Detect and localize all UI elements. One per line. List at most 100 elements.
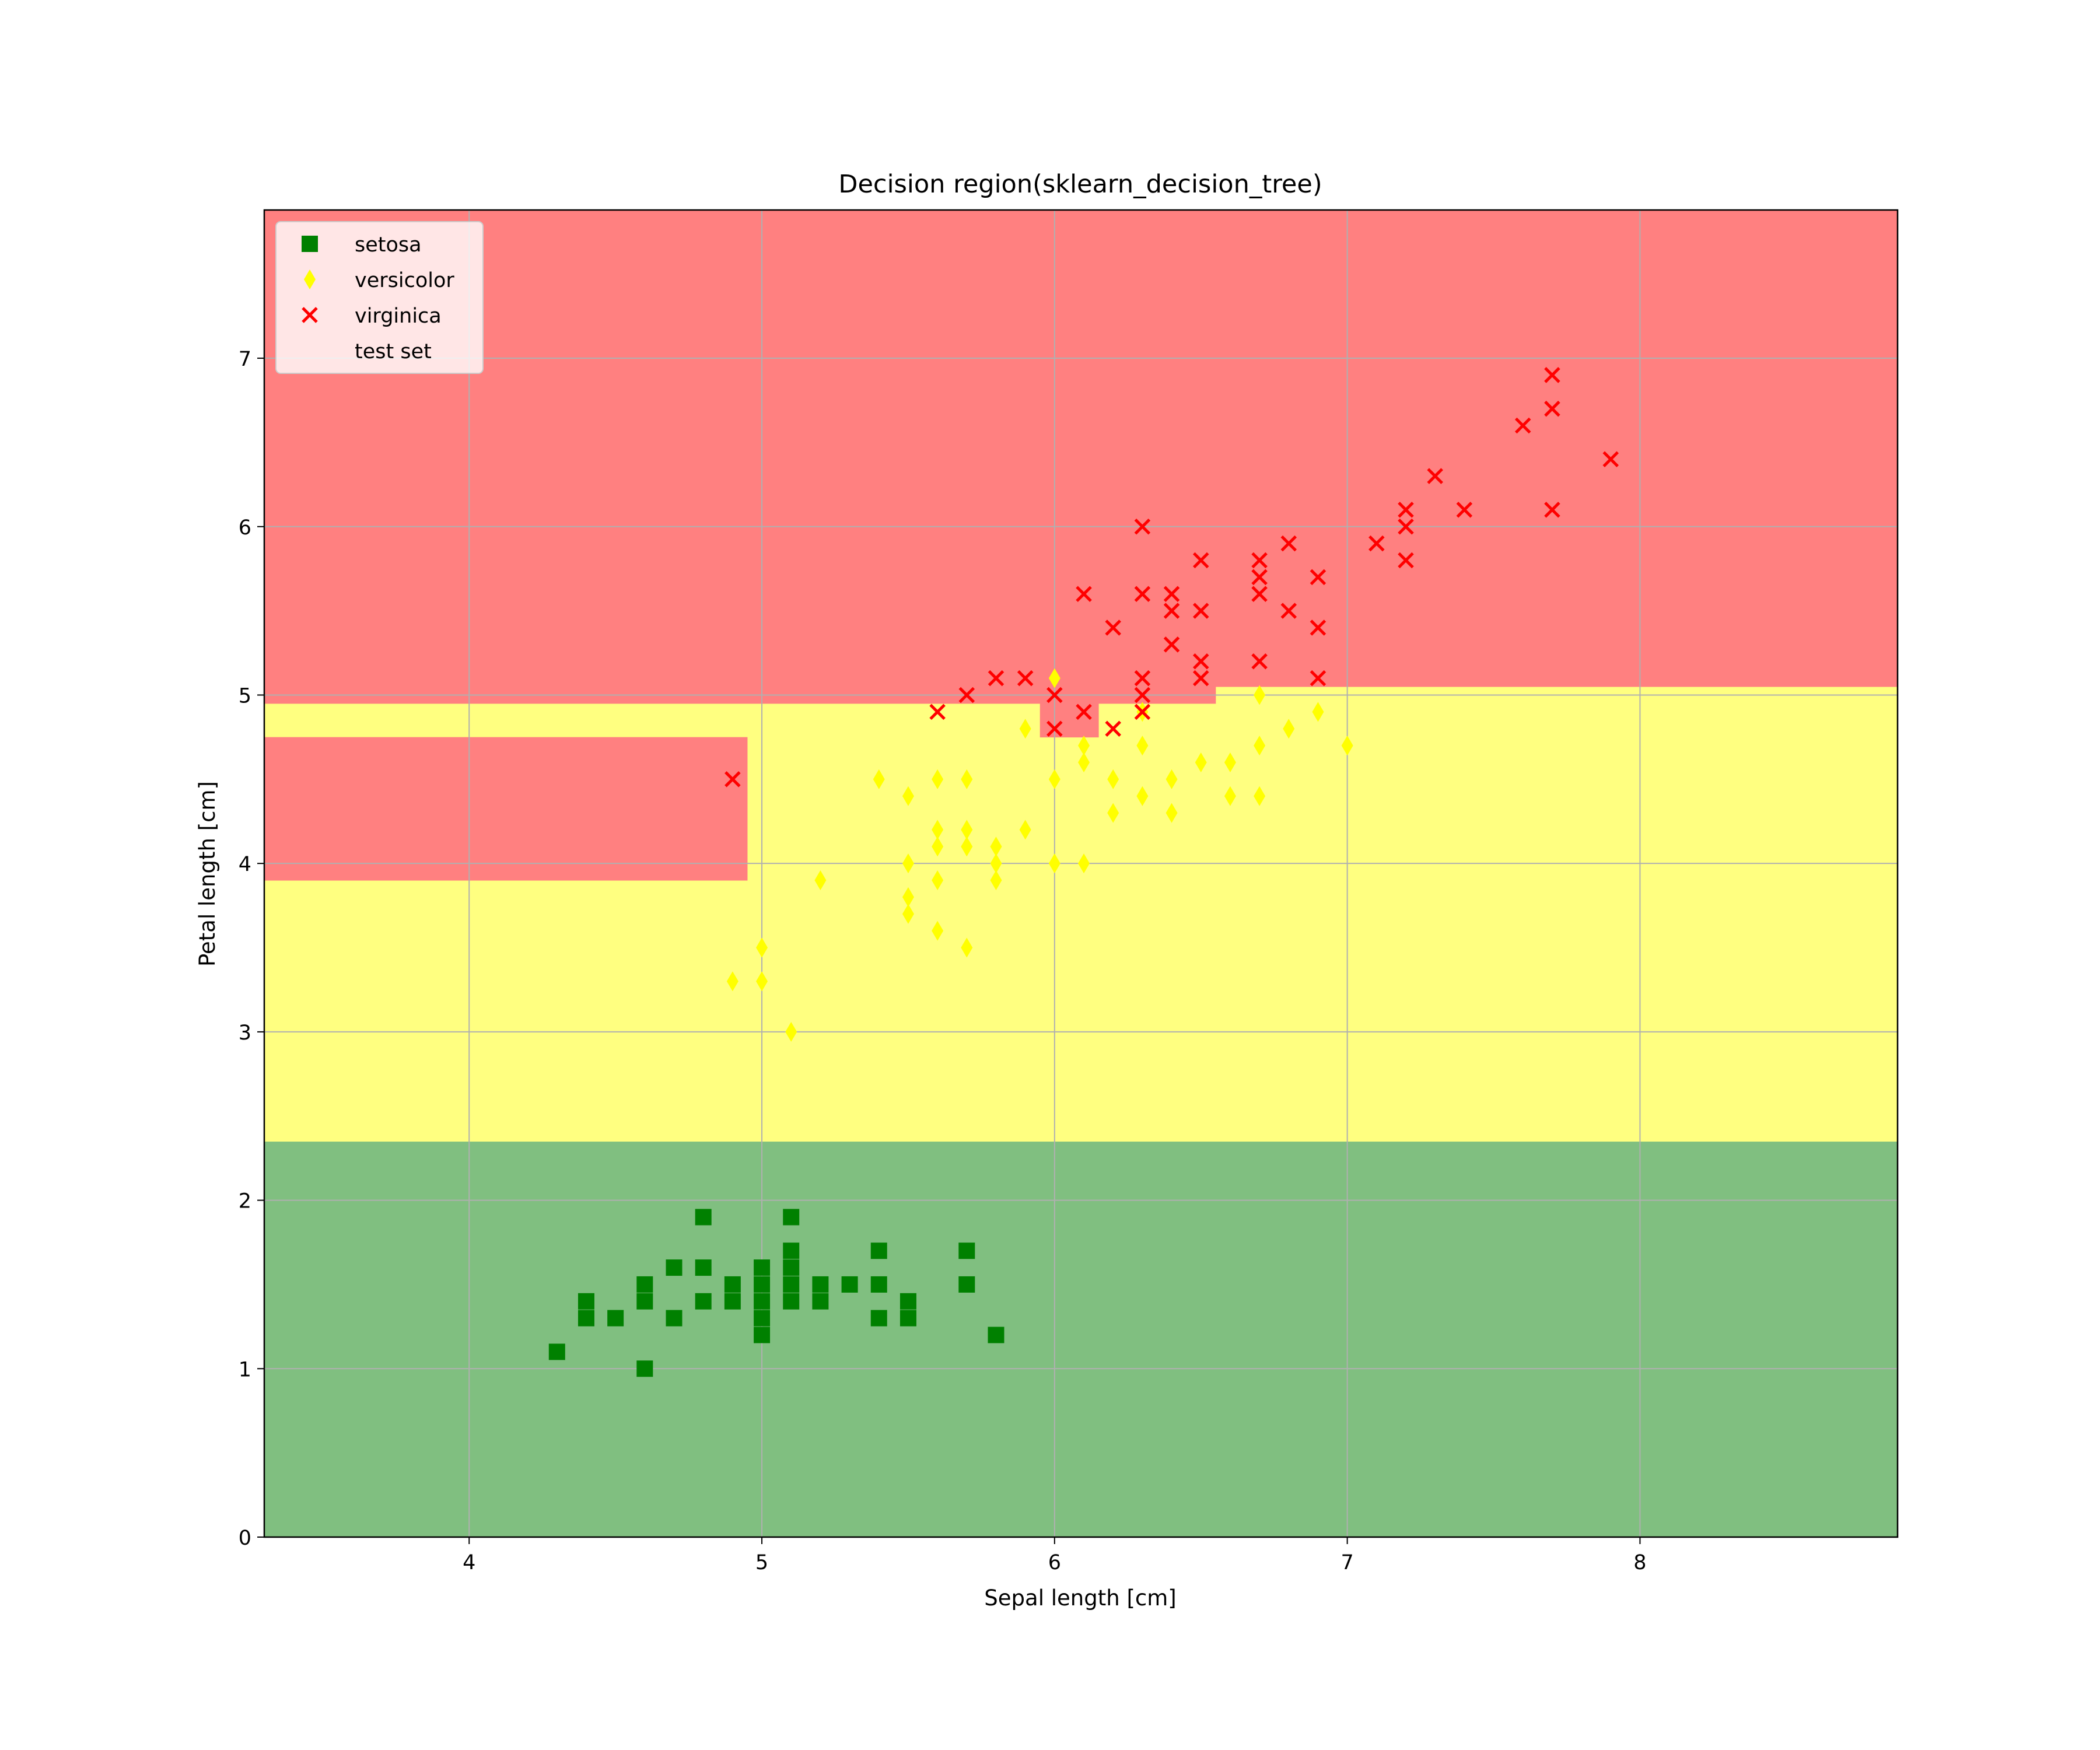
- virginica-point-33-stroke-b: [1398, 552, 1414, 569]
- x-tick-label-4: 4: [463, 1551, 475, 1574]
- virginica-point-13: [1134, 670, 1151, 687]
- virginica-point-29: [1310, 670, 1326, 687]
- setosa-point-26: [841, 1276, 858, 1293]
- virginica-point-23: [1251, 653, 1268, 670]
- virginica-point-16-stroke-b: [1163, 636, 1180, 653]
- virginica-point-35-stroke-b: [1398, 502, 1414, 518]
- virginica-point-24-stroke-b: [1251, 586, 1268, 603]
- virginica-point-26: [1251, 552, 1268, 569]
- chart-title: Decision region(sklearn_decision_tree): [838, 170, 1322, 199]
- virginica-point-22: [1192, 552, 1209, 569]
- y-axis-label: Petal length [cm]: [195, 781, 220, 967]
- versicolor-point-25: [1048, 769, 1060, 789]
- setosa-point-14: [754, 1326, 771, 1343]
- virginica-point-17: [1163, 603, 1180, 619]
- versicolor-point-45: [1341, 736, 1353, 756]
- setosa-point-32: [958, 1276, 975, 1293]
- versicolor-point-31: [1107, 769, 1119, 789]
- setosa-point-3: [607, 1310, 624, 1326]
- virginica-point-7-stroke-b: [1076, 704, 1092, 720]
- virginica-point-2: [958, 687, 975, 704]
- setosa-point-12: [724, 1293, 741, 1310]
- virginica-point-19: [1192, 670, 1209, 687]
- virginica-point-25: [1251, 569, 1268, 586]
- versicolor-point-10: [932, 921, 944, 941]
- virginica-point-4: [1017, 670, 1034, 687]
- virginica-point-23-stroke-b: [1251, 653, 1268, 670]
- virginica-point-42: [1602, 451, 1619, 468]
- setosa-point-31: [900, 1293, 916, 1310]
- x-tick-label-6: 6: [1048, 1551, 1061, 1574]
- virginica-point-29-stroke-b: [1310, 670, 1326, 687]
- virginica-point-39: [1544, 502, 1560, 518]
- y-tick-label-2: 2: [239, 1190, 251, 1213]
- virginica-point-11-stroke-b: [1134, 704, 1151, 720]
- data-points: [548, 367, 1619, 1377]
- versicolor-point-3: [785, 1021, 797, 1042]
- axis-ticks: 4 5 6 7 8 0 1 2 3 4 5 6 7: [239, 348, 1647, 1574]
- virginica-point-30-stroke-b: [1310, 620, 1326, 636]
- setosa-point-2: [578, 1293, 594, 1310]
- legend-label-setosa: setosa: [355, 233, 422, 257]
- versicolor-point-5: [873, 769, 885, 789]
- region-virginica-5: [264, 737, 748, 881]
- versicolor-point-30: [1107, 803, 1119, 823]
- setosa-point-20: [783, 1276, 800, 1293]
- setosa-point-13: [724, 1276, 741, 1293]
- virginica-point-11: [1134, 704, 1151, 720]
- y-tick-label-7: 7: [239, 348, 251, 371]
- y-tick-label-4: 4: [239, 853, 251, 876]
- setosa-point-9: [695, 1293, 712, 1310]
- virginica-point-36-stroke-b: [1427, 468, 1443, 484]
- virginica-point-14: [1134, 586, 1151, 603]
- virginica-point-18: [1163, 586, 1180, 603]
- virginica-point-6-stroke-b: [1046, 687, 1063, 704]
- setosa-point-24: [812, 1293, 829, 1310]
- x-axis-label: Sepal length [cm]: [984, 1586, 1176, 1611]
- setosa-point-7: [666, 1310, 682, 1326]
- versicolor-point-2: [756, 937, 768, 958]
- virginica-point-18-stroke-b: [1163, 586, 1180, 603]
- virginica-point-12: [1134, 687, 1151, 704]
- versicolor-point-36: [1166, 769, 1178, 789]
- setosa-point-29: [870, 1242, 887, 1259]
- virginica-point-26-stroke-b: [1251, 552, 1268, 569]
- setosa-point-33: [958, 1242, 975, 1259]
- versicolor-point-26: [1048, 668, 1060, 688]
- versicolor-point-8: [902, 853, 914, 874]
- setosa-point-0: [548, 1343, 565, 1360]
- virginica-point-42-stroke-b: [1602, 451, 1619, 468]
- y-tick-label-0: 0: [239, 1527, 251, 1550]
- y-tick-label-3: 3: [239, 1021, 251, 1045]
- versicolor-point-23: [1019, 719, 1031, 739]
- legend-label-test-set: test set: [355, 340, 432, 363]
- versicolor-point-11: [932, 870, 944, 891]
- y-tick-label-1: 1: [239, 1358, 251, 1381]
- decision-regions: [264, 210, 1898, 1538]
- x-tick-label-7: 7: [1340, 1551, 1353, 1574]
- virginica-point-37-stroke-b: [1456, 502, 1473, 518]
- y-tick-label-6: 6: [239, 516, 251, 540]
- versicolor-point-20: [990, 853, 1002, 874]
- x-tick-label-5: 5: [755, 1551, 768, 1574]
- setosa-point-21: [783, 1259, 800, 1276]
- setosa-point-10: [695, 1259, 712, 1276]
- virginica-point-10: [1105, 620, 1121, 636]
- virginica-point-8-stroke-b: [1076, 586, 1092, 603]
- virginica-point-34-stroke-b: [1398, 518, 1414, 535]
- versicolor-point-1: [756, 971, 768, 992]
- virginica-point-14-stroke-b: [1134, 586, 1151, 603]
- virginica-point-22-stroke-b: [1192, 552, 1209, 569]
- virginica-point-5-stroke-b: [1046, 720, 1063, 737]
- versicolor-point-27: [1078, 853, 1090, 874]
- versicolor-point-41: [1254, 736, 1266, 756]
- versicolor-point-28: [1078, 752, 1090, 772]
- legend-marker-setosa: [302, 236, 318, 252]
- virginica-point-9: [1105, 720, 1121, 737]
- virginica-point-21: [1192, 603, 1209, 619]
- versicolor-point-13: [932, 820, 944, 840]
- virginica-point-19-stroke-b: [1192, 670, 1209, 687]
- versicolor-point-15: [961, 937, 973, 958]
- virginica-point-40-stroke-b: [1544, 400, 1560, 417]
- setosa-point-18: [754, 1259, 771, 1276]
